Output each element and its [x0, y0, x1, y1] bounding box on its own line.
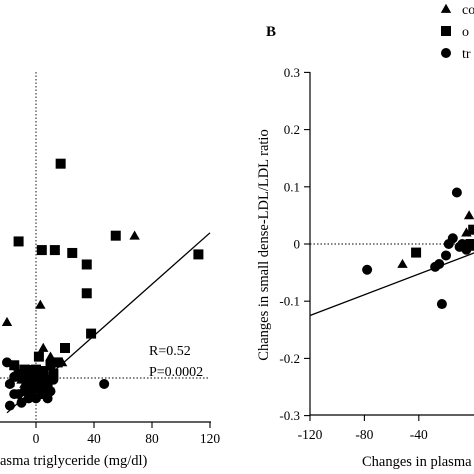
data-point-circle	[451, 187, 462, 198]
data-point-circle	[461, 244, 472, 255]
legend-label-0: co	[462, 3, 474, 18]
data-point-circle	[48, 374, 59, 385]
data-point-circle	[23, 383, 34, 394]
data-point-circle	[13, 389, 24, 400]
data-point-triangle	[35, 299, 46, 309]
data-point-square	[67, 247, 78, 258]
data-point-square	[9, 360, 20, 371]
legend: co o tr	[440, 3, 474, 62]
panel-b-y-tick-label: -0.2	[279, 351, 300, 366]
data-point-square	[81, 288, 92, 299]
data-point-circle	[436, 299, 447, 310]
panel-b-y-label: Changes in small dense-LDL/LDL ratio	[256, 129, 272, 360]
panel-b-y-tick-label: 0	[294, 237, 301, 252]
panel-b-x-ticks: -120 -80 -40	[298, 415, 428, 442]
panel-a-x-label: asma triglyceride (mg/dl)	[0, 453, 148, 469]
legend-markers	[440, 3, 452, 58]
data-point-circle	[99, 379, 110, 389]
panel-b-y-tick-label: 0.1	[284, 179, 300, 194]
data-point-square	[193, 249, 204, 260]
data-point-circle	[10, 371, 21, 382]
data-point-square	[33, 351, 44, 362]
data-point-circle	[430, 261, 441, 272]
data-point-square	[52, 357, 63, 368]
data-point-square	[468, 224, 474, 235]
panel-b-label: B	[266, 24, 276, 40]
data-point-triangle	[38, 342, 49, 352]
panel-b-fit-line	[309, 252, 474, 317]
panel-b-x-tick-label: -80	[355, 427, 373, 442]
panel-b-x-tick-label: -120	[298, 427, 323, 442]
data-point-square	[38, 366, 49, 377]
panel-b-y-tick-label: 0.3	[284, 65, 300, 80]
annotation-p: P=0.0002	[149, 365, 203, 380]
legend-marker-triangle	[440, 3, 452, 13]
panel-b-y-tick-label: 0.2	[284, 122, 300, 137]
data-point-square	[110, 230, 121, 241]
data-point-circle	[447, 233, 458, 244]
panel-b-x-tick-label: -40	[410, 427, 428, 442]
data-point-square	[31, 364, 41, 375]
data-point-triangle	[463, 210, 474, 220]
panel-a-x-ticks: 0 40 80 120	[33, 422, 221, 446]
data-point-square	[36, 245, 47, 256]
data-point-circle	[19, 374, 30, 385]
legend-marker-square	[441, 26, 451, 36]
data-point-circle	[441, 250, 451, 261]
data-point-square	[86, 328, 97, 339]
panel-b-y-ticks: -0.3 -0.2 -0.1 0 0.1 0.2 0.3	[279, 65, 310, 423]
data-point-circle	[362, 264, 373, 275]
data-point-circle	[31, 371, 41, 382]
data-point-circle	[4, 400, 15, 411]
legend-label-1: o	[462, 25, 469, 40]
panel-b-x-label: Changes in plasma	[362, 454, 472, 470]
panel-a-x-tick-label: 80	[145, 431, 159, 446]
data-point-circle	[36, 389, 47, 400]
data-point-triangle	[1, 316, 13, 326]
panel-a: 0 40 80 120 R=0.52 P=0.0002 asma triglyceri…	[0, 72, 220, 469]
panel-a-x-tick-label: 40	[87, 431, 101, 446]
annotation-r: R=0.52	[149, 344, 191, 359]
data-point-circle	[23, 364, 34, 375]
data-point-circle	[2, 357, 12, 368]
data-point-square	[49, 245, 60, 256]
data-point-circle	[16, 397, 27, 408]
data-point-square	[38, 371, 49, 382]
data-point-square	[81, 259, 92, 270]
panel-a-x-tick-label: 120	[200, 431, 221, 446]
panel-b: B -0.3 -0.2 -0.1 0 0.1 0.2 0.3 -120 -80 -40 Chan…	[256, 3, 474, 470]
data-point-square	[60, 343, 70, 353]
data-point-triangle	[397, 258, 408, 268]
data-point-square	[13, 236, 24, 247]
panel-b-points	[362, 187, 474, 310]
panel-b-y-tick-label: -0.1	[279, 294, 300, 309]
data-point-triangle	[129, 230, 140, 240]
data-point-square	[465, 239, 474, 249]
panel-a-x-tick-label: 0	[33, 431, 40, 446]
legend-marker-circle	[441, 48, 451, 58]
panel-a-points	[1, 158, 204, 411]
data-point-square	[411, 247, 422, 258]
data-point-square	[45, 360, 56, 371]
panel-b-y-tick-label: -0.3	[279, 408, 300, 423]
data-point-circle	[4, 379, 15, 389]
data-point-square	[48, 368, 59, 379]
data-point-square	[55, 158, 66, 169]
legend-label-2: tr	[462, 47, 471, 62]
